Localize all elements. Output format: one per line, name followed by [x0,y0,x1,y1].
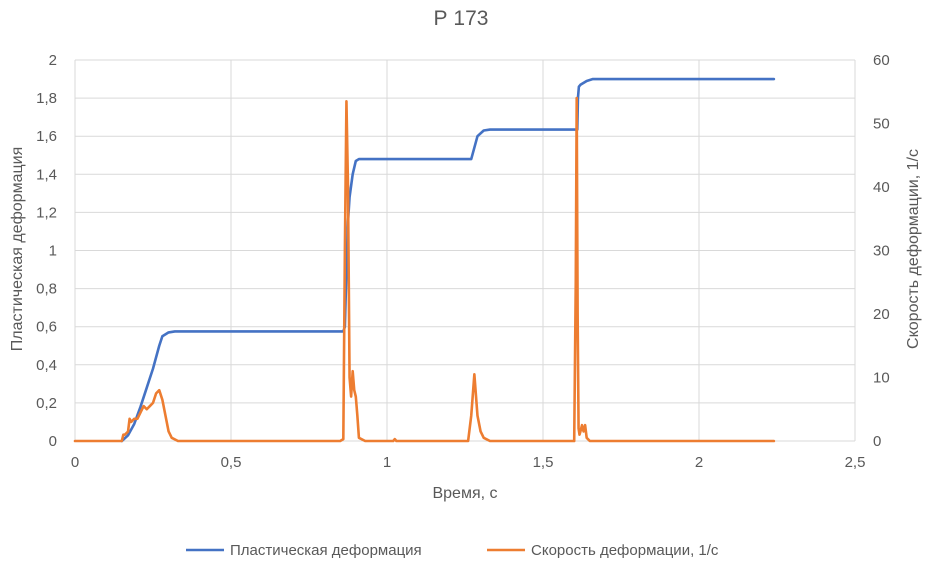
y-left-tick-label: 0,2 [36,395,57,412]
grid [74,59,856,442]
y-right-tick-label: 40 [873,179,890,196]
chart-title: Р 173 [434,7,489,30]
y-left-tick-label: 0,8 [36,281,57,298]
legend: Пластическая деформация Скорость деформац… [186,542,719,559]
plot-area [73,77,776,443]
x-tick-label: 2 [695,454,703,471]
axes: 00,20,40,60,811,21,41,61,820102030405060… [36,52,890,471]
series-line-1 [120,77,776,443]
y-left-tick-label: 1 [49,243,57,260]
y-right-tick-label: 50 [873,116,890,133]
y-left-tick-label: 1,8 [36,90,57,107]
x-axis-title: Время, с [432,485,497,502]
y-left-tick-label: 2 [49,52,57,69]
x-tick-label: 0,5 [221,454,242,471]
series-line-2 [73,96,776,443]
legend-label-1: Пластическая деформация [230,542,422,559]
y-right-tick-label: 0 [873,433,881,450]
y-left-tick-label: 1,2 [36,204,57,221]
y-left-tick-label: 1,4 [36,166,57,183]
y-left-tick-label: 1,6 [36,128,57,145]
y-right-axis-title: Скорость деформации, 1/с [905,149,922,349]
x-tick-label: 1,5 [533,454,554,471]
legend-label-2: Скорость деформации, 1/с [531,542,719,559]
y-right-tick-label: 20 [873,306,890,323]
y-left-tick-label: 0 [49,433,57,450]
y-right-tick-label: 60 [873,52,890,69]
x-tick-label: 0 [71,454,79,471]
x-tick-label: 1 [383,454,391,471]
y-left-axis-title: Пластическая деформация [9,147,26,351]
y-left-tick-label: 0,6 [36,319,57,336]
y-right-tick-label: 10 [873,370,890,387]
x-tick-label: 2,5 [845,454,866,471]
y-left-tick-label: 0,4 [36,357,57,374]
y-right-tick-label: 30 [873,243,890,260]
